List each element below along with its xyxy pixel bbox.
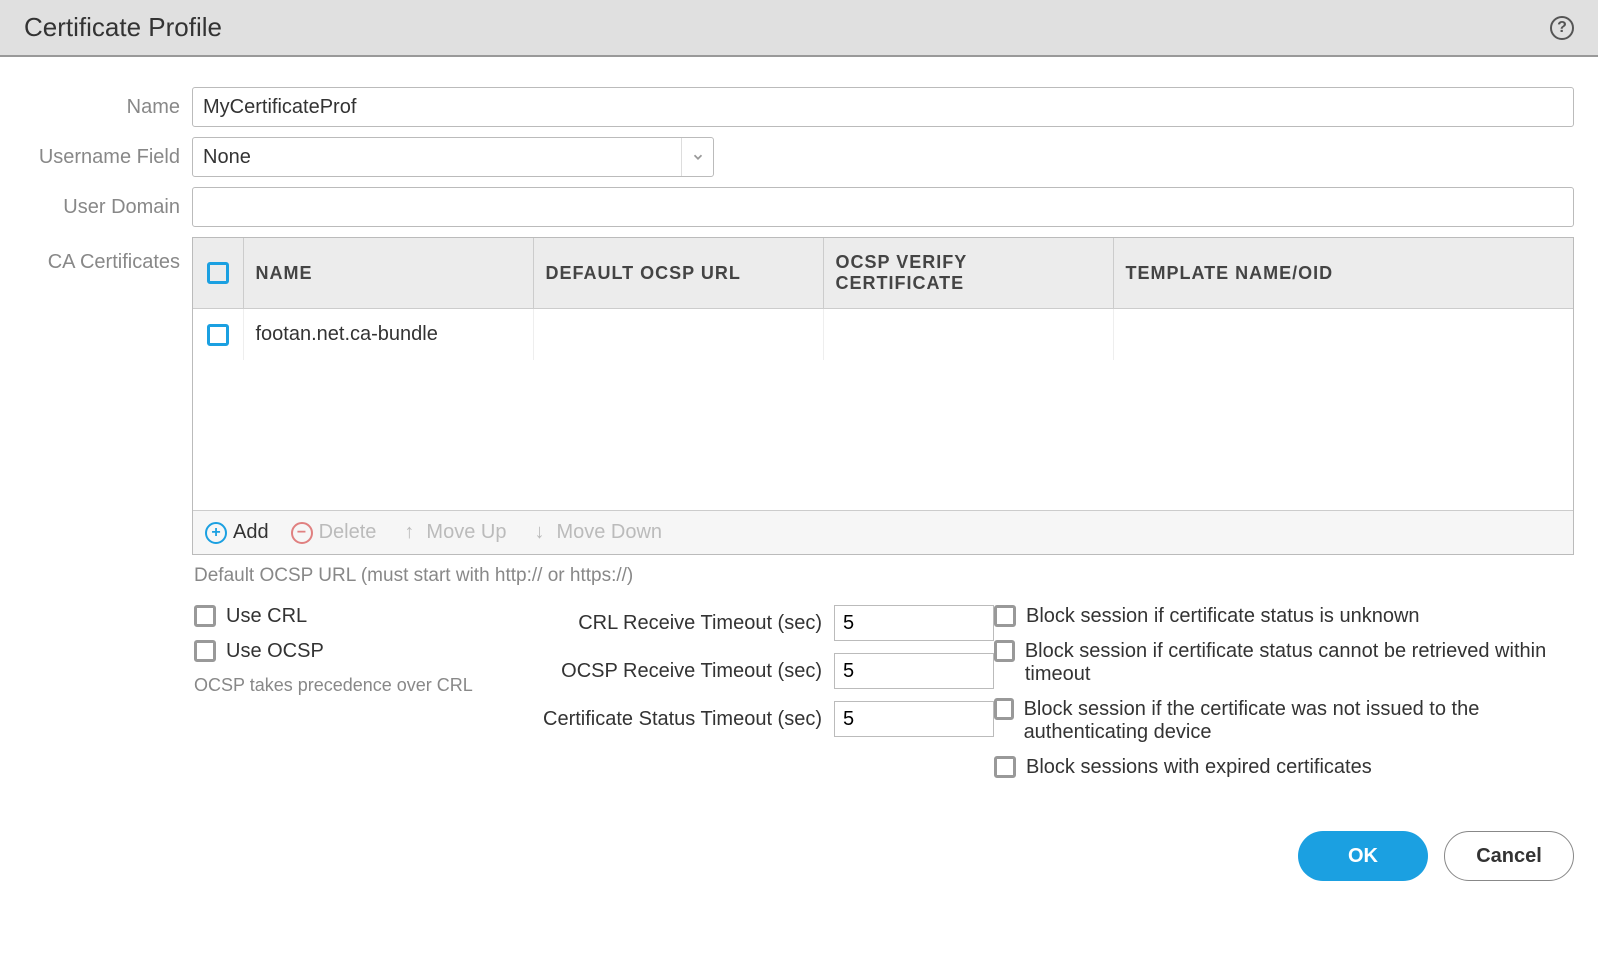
select-all-header xyxy=(193,238,243,309)
delete-button[interactable]: − Delete xyxy=(291,521,377,544)
use-ocsp-row: Use OCSP xyxy=(194,640,494,663)
table-row[interactable]: footan.net.ca-bundle xyxy=(193,309,1573,361)
crl-ocsp-column: Use CRL Use OCSP OCSP takes precedence o… xyxy=(194,605,494,791)
block-expired-row: Block sessions with expired certificates xyxy=(994,756,1574,779)
use-crl-row: Use CRL xyxy=(194,605,494,628)
crl-timeout-label: CRL Receive Timeout (sec) xyxy=(578,612,834,635)
username-field-row: Username Field None xyxy=(24,137,1574,177)
options-columns: Use CRL Use OCSP OCSP takes precedence o… xyxy=(194,605,1574,791)
use-ocsp-checkbox[interactable] xyxy=(194,640,216,662)
ca-certificates-table: NAME DEFAULT OCSP URL OCSP VERIFY CERTIF… xyxy=(192,237,1574,555)
arrow-up-icon: ↑ xyxy=(398,522,420,544)
col-template[interactable]: TEMPLATE NAME/OID xyxy=(1113,238,1573,309)
move-down-button[interactable]: ↓ Move Down xyxy=(528,521,662,544)
crl-timeout-row: CRL Receive Timeout (sec) xyxy=(494,605,994,641)
row-ocsp-url-cell[interactable] xyxy=(533,309,823,361)
ca-certificates-row: CA Certificates NAME DEFAULT OCSP URL OC… xyxy=(24,237,1574,555)
row-template-cell[interactable] xyxy=(1113,309,1573,361)
ocsp-url-hint: Default OCSP URL (must start with http:/… xyxy=(194,565,1574,587)
use-crl-checkbox[interactable] xyxy=(194,605,216,627)
cert-status-timeout-input[interactable] xyxy=(834,701,994,737)
ocsp-precedence-hint: OCSP takes precedence over CRL xyxy=(194,675,494,696)
user-domain-input[interactable] xyxy=(192,187,1574,227)
ocsp-timeout-input[interactable] xyxy=(834,653,994,689)
arrow-down-icon: ↓ xyxy=(528,522,550,544)
block-expired-label: Block sessions with expired certificates xyxy=(1026,756,1372,779)
block-device-row: Block session if the certificate was not… xyxy=(994,698,1574,744)
block-expired-checkbox[interactable] xyxy=(994,756,1016,778)
chevron-down-icon xyxy=(681,138,713,176)
col-name[interactable]: NAME xyxy=(243,238,533,309)
ok-button[interactable]: OK xyxy=(1298,831,1428,881)
block-options-column: Block session if certificate status is u… xyxy=(994,605,1574,791)
username-field-label: Username Field xyxy=(24,146,192,169)
table-header-row: NAME DEFAULT OCSP URL OCSP VERIFY CERTIF… xyxy=(193,238,1573,309)
block-unknown-checkbox[interactable] xyxy=(994,605,1016,627)
name-row: Name xyxy=(24,87,1574,127)
block-timeout-checkbox[interactable] xyxy=(994,640,1015,662)
dialog-content: Name Username Field None User Domain CA … xyxy=(0,57,1598,791)
username-field-select[interactable]: None xyxy=(192,137,714,177)
ca-certificates-label: CA Certificates xyxy=(24,237,192,274)
ocsp-timeout-label: OCSP Receive Timeout (sec) xyxy=(561,660,834,683)
use-ocsp-label: Use OCSP xyxy=(226,640,324,663)
block-timeout-row: Block session if certificate status cann… xyxy=(994,640,1574,686)
block-timeout-label: Block session if certificate status cann… xyxy=(1025,640,1574,686)
block-device-label: Block session if the certificate was not… xyxy=(1024,698,1574,744)
col-ocsp-verify[interactable]: OCSP VERIFY CERTIFICATE xyxy=(823,238,1113,309)
dialog-title: Certificate Profile xyxy=(24,12,222,43)
select-all-checkbox[interactable] xyxy=(207,262,229,284)
name-label: Name xyxy=(24,96,192,119)
timeouts-column: CRL Receive Timeout (sec) OCSP Receive T… xyxy=(494,605,994,791)
use-crl-label: Use CRL xyxy=(226,605,307,628)
dialog-footer: OK Cancel xyxy=(0,791,1598,911)
block-unknown-label: Block session if certificate status is u… xyxy=(1026,605,1420,628)
block-unknown-row: Block session if certificate status is u… xyxy=(994,605,1574,628)
certificate-profile-dialog: Certificate Profile ? Name Username Fiel… xyxy=(0,0,1598,911)
col-ocsp-url[interactable]: DEFAULT OCSP URL xyxy=(533,238,823,309)
help-icon[interactable]: ? xyxy=(1550,16,1574,40)
user-domain-row: User Domain xyxy=(24,187,1574,227)
user-domain-label: User Domain xyxy=(24,196,192,219)
plus-icon: + xyxy=(205,522,227,544)
add-button[interactable]: + Add xyxy=(205,521,269,544)
move-up-button[interactable]: ↑ Move Up xyxy=(398,521,506,544)
username-field-value: None xyxy=(203,146,251,169)
row-ocsp-verify-cell[interactable] xyxy=(823,309,1113,361)
table-toolbar: + Add − Delete ↑ Move Up ↓ Move Down xyxy=(193,510,1573,554)
cert-status-timeout-label: Certificate Status Timeout (sec) xyxy=(543,708,834,731)
ocsp-timeout-row: OCSP Receive Timeout (sec) xyxy=(494,653,994,689)
dialog-header: Certificate Profile ? xyxy=(0,0,1598,57)
crl-timeout-input[interactable] xyxy=(834,605,994,641)
table-empty-space xyxy=(193,360,1573,510)
row-name-cell[interactable]: footan.net.ca-bundle xyxy=(243,309,533,361)
row-checkbox[interactable] xyxy=(207,324,229,346)
cancel-button[interactable]: Cancel xyxy=(1444,831,1574,881)
cert-status-timeout-row: Certificate Status Timeout (sec) xyxy=(494,701,994,737)
minus-icon: − xyxy=(291,522,313,544)
block-device-checkbox[interactable] xyxy=(994,698,1014,720)
name-input[interactable] xyxy=(192,87,1574,127)
